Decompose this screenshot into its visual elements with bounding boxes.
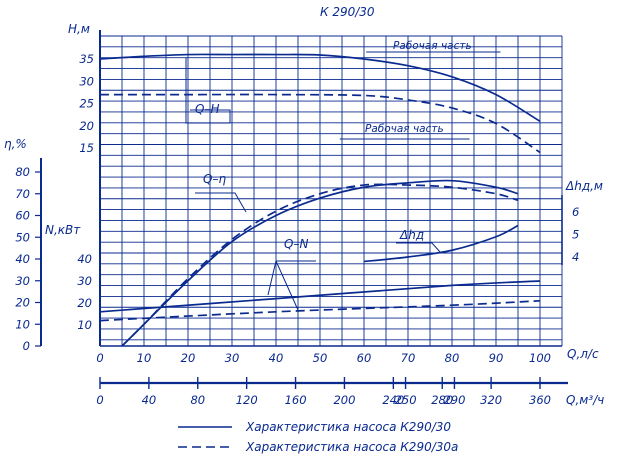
q-m3h-tick-label: 280 bbox=[431, 393, 453, 407]
q-m3h-tick-label: 250 bbox=[395, 393, 417, 407]
h-tick-label: 15 bbox=[79, 141, 94, 155]
q-n-leader-a bbox=[267, 260, 277, 296]
npsh-tick-label: 5 bbox=[572, 228, 579, 242]
x-tick-label: 40 bbox=[269, 351, 284, 365]
q-ls-axis-label: Q,л/с bbox=[567, 347, 599, 361]
q-m3h-tick-label: 40 bbox=[142, 393, 157, 407]
dh-leader bbox=[396, 242, 441, 253]
q-eta-leader bbox=[195, 192, 247, 213]
n-tick-label: 20 bbox=[77, 296, 92, 310]
n-tick-label: 40 bbox=[77, 252, 92, 266]
q-m3h-tick-label: 320 bbox=[480, 393, 502, 407]
eta-tick-label: 80 bbox=[15, 165, 30, 179]
q-h-leader bbox=[185, 93, 231, 124]
eta-axis-label: η,% bbox=[4, 137, 27, 151]
curve-q-eta-solid bbox=[121, 179, 519, 347]
q-m3h-tick-label: 240 bbox=[382, 393, 404, 407]
q-m3h-tick-label: 290 bbox=[443, 393, 465, 407]
q-m3h-tick-label: 120 bbox=[236, 393, 258, 407]
q-m3h-tick-label: 0 bbox=[96, 393, 103, 407]
curve-npsh-solid bbox=[363, 224, 519, 263]
q-h-label: Q–H bbox=[195, 102, 219, 116]
chart-curves bbox=[99, 51, 541, 347]
eta-tick-label: 50 bbox=[15, 230, 30, 244]
h-axis-label: Н,м bbox=[68, 22, 90, 36]
x-tick-label: 10 bbox=[137, 351, 152, 365]
chart-grid bbox=[99, 35, 563, 346]
chart-title: К 290/30 bbox=[320, 5, 375, 19]
eta-tick-label: 0 bbox=[23, 339, 30, 353]
curve-q-eta-dashed bbox=[121, 183, 519, 347]
q-eta-label: Q–η bbox=[203, 172, 226, 186]
legend-solid-label: Характеристика насоса К290/30 bbox=[245, 420, 451, 434]
legend-dashed-label: Характеристика насоса К290/30а bbox=[245, 440, 458, 454]
curve-q-h-solid bbox=[99, 53, 541, 123]
x-tick-label: 70 bbox=[401, 351, 416, 365]
eta-tick-label: 30 bbox=[15, 274, 30, 288]
x-tick-label: 20 bbox=[181, 351, 196, 365]
working-part-label-2: Рабочая часть bbox=[365, 123, 444, 135]
eta-tick-label: 10 bbox=[15, 317, 30, 331]
q-m3h-tick-label: 360 bbox=[529, 393, 551, 407]
x-tick-label: 90 bbox=[489, 351, 504, 365]
curve-q-h-dashed bbox=[99, 93, 541, 154]
x-tick-label: 80 bbox=[445, 351, 460, 365]
curve-q-n-dashed bbox=[99, 299, 541, 322]
eta-tick-label: 40 bbox=[15, 252, 30, 266]
q-m3h-tick-label: 160 bbox=[285, 393, 307, 407]
eta-tick-label: 60 bbox=[15, 209, 30, 223]
h-tick-label: 35 bbox=[79, 52, 94, 66]
npsh-tick-label: 6 bbox=[572, 205, 579, 219]
x-tick-label: 30 bbox=[225, 351, 240, 365]
q-m3h-tick-label: 80 bbox=[190, 393, 205, 407]
x-tick-label: 60 bbox=[357, 351, 372, 365]
h-tick-label: 30 bbox=[79, 74, 94, 88]
npsh-axis-label: Δhд,м bbox=[565, 179, 603, 193]
q-n-leader-b bbox=[275, 260, 299, 311]
n-axis-label: N,кВт bbox=[45, 223, 81, 237]
h-tick-label: 20 bbox=[79, 119, 94, 133]
q-m3h-axis-label: Q,м³/ч bbox=[566, 393, 604, 407]
q-m3h-tick-label: 200 bbox=[333, 393, 355, 407]
x-tick-label: 0 bbox=[96, 351, 103, 365]
eta-tick-label: 70 bbox=[15, 187, 30, 201]
curve-q-n-solid bbox=[99, 280, 541, 313]
x-tick-label: 50 bbox=[313, 351, 328, 365]
working-part-label-1: Рабочая часть bbox=[393, 40, 472, 52]
npsh-tick-label: 4 bbox=[572, 250, 579, 264]
h-tick-label: 25 bbox=[79, 97, 94, 111]
n-tick-label: 30 bbox=[77, 274, 92, 288]
q-n-label: Q–N bbox=[284, 237, 308, 251]
eta-tick-label: 20 bbox=[15, 296, 30, 310]
n-tick-label: 10 bbox=[77, 318, 92, 332]
x-tick-label: 100 bbox=[529, 351, 551, 365]
dh-label: Δhд bbox=[399, 228, 424, 242]
